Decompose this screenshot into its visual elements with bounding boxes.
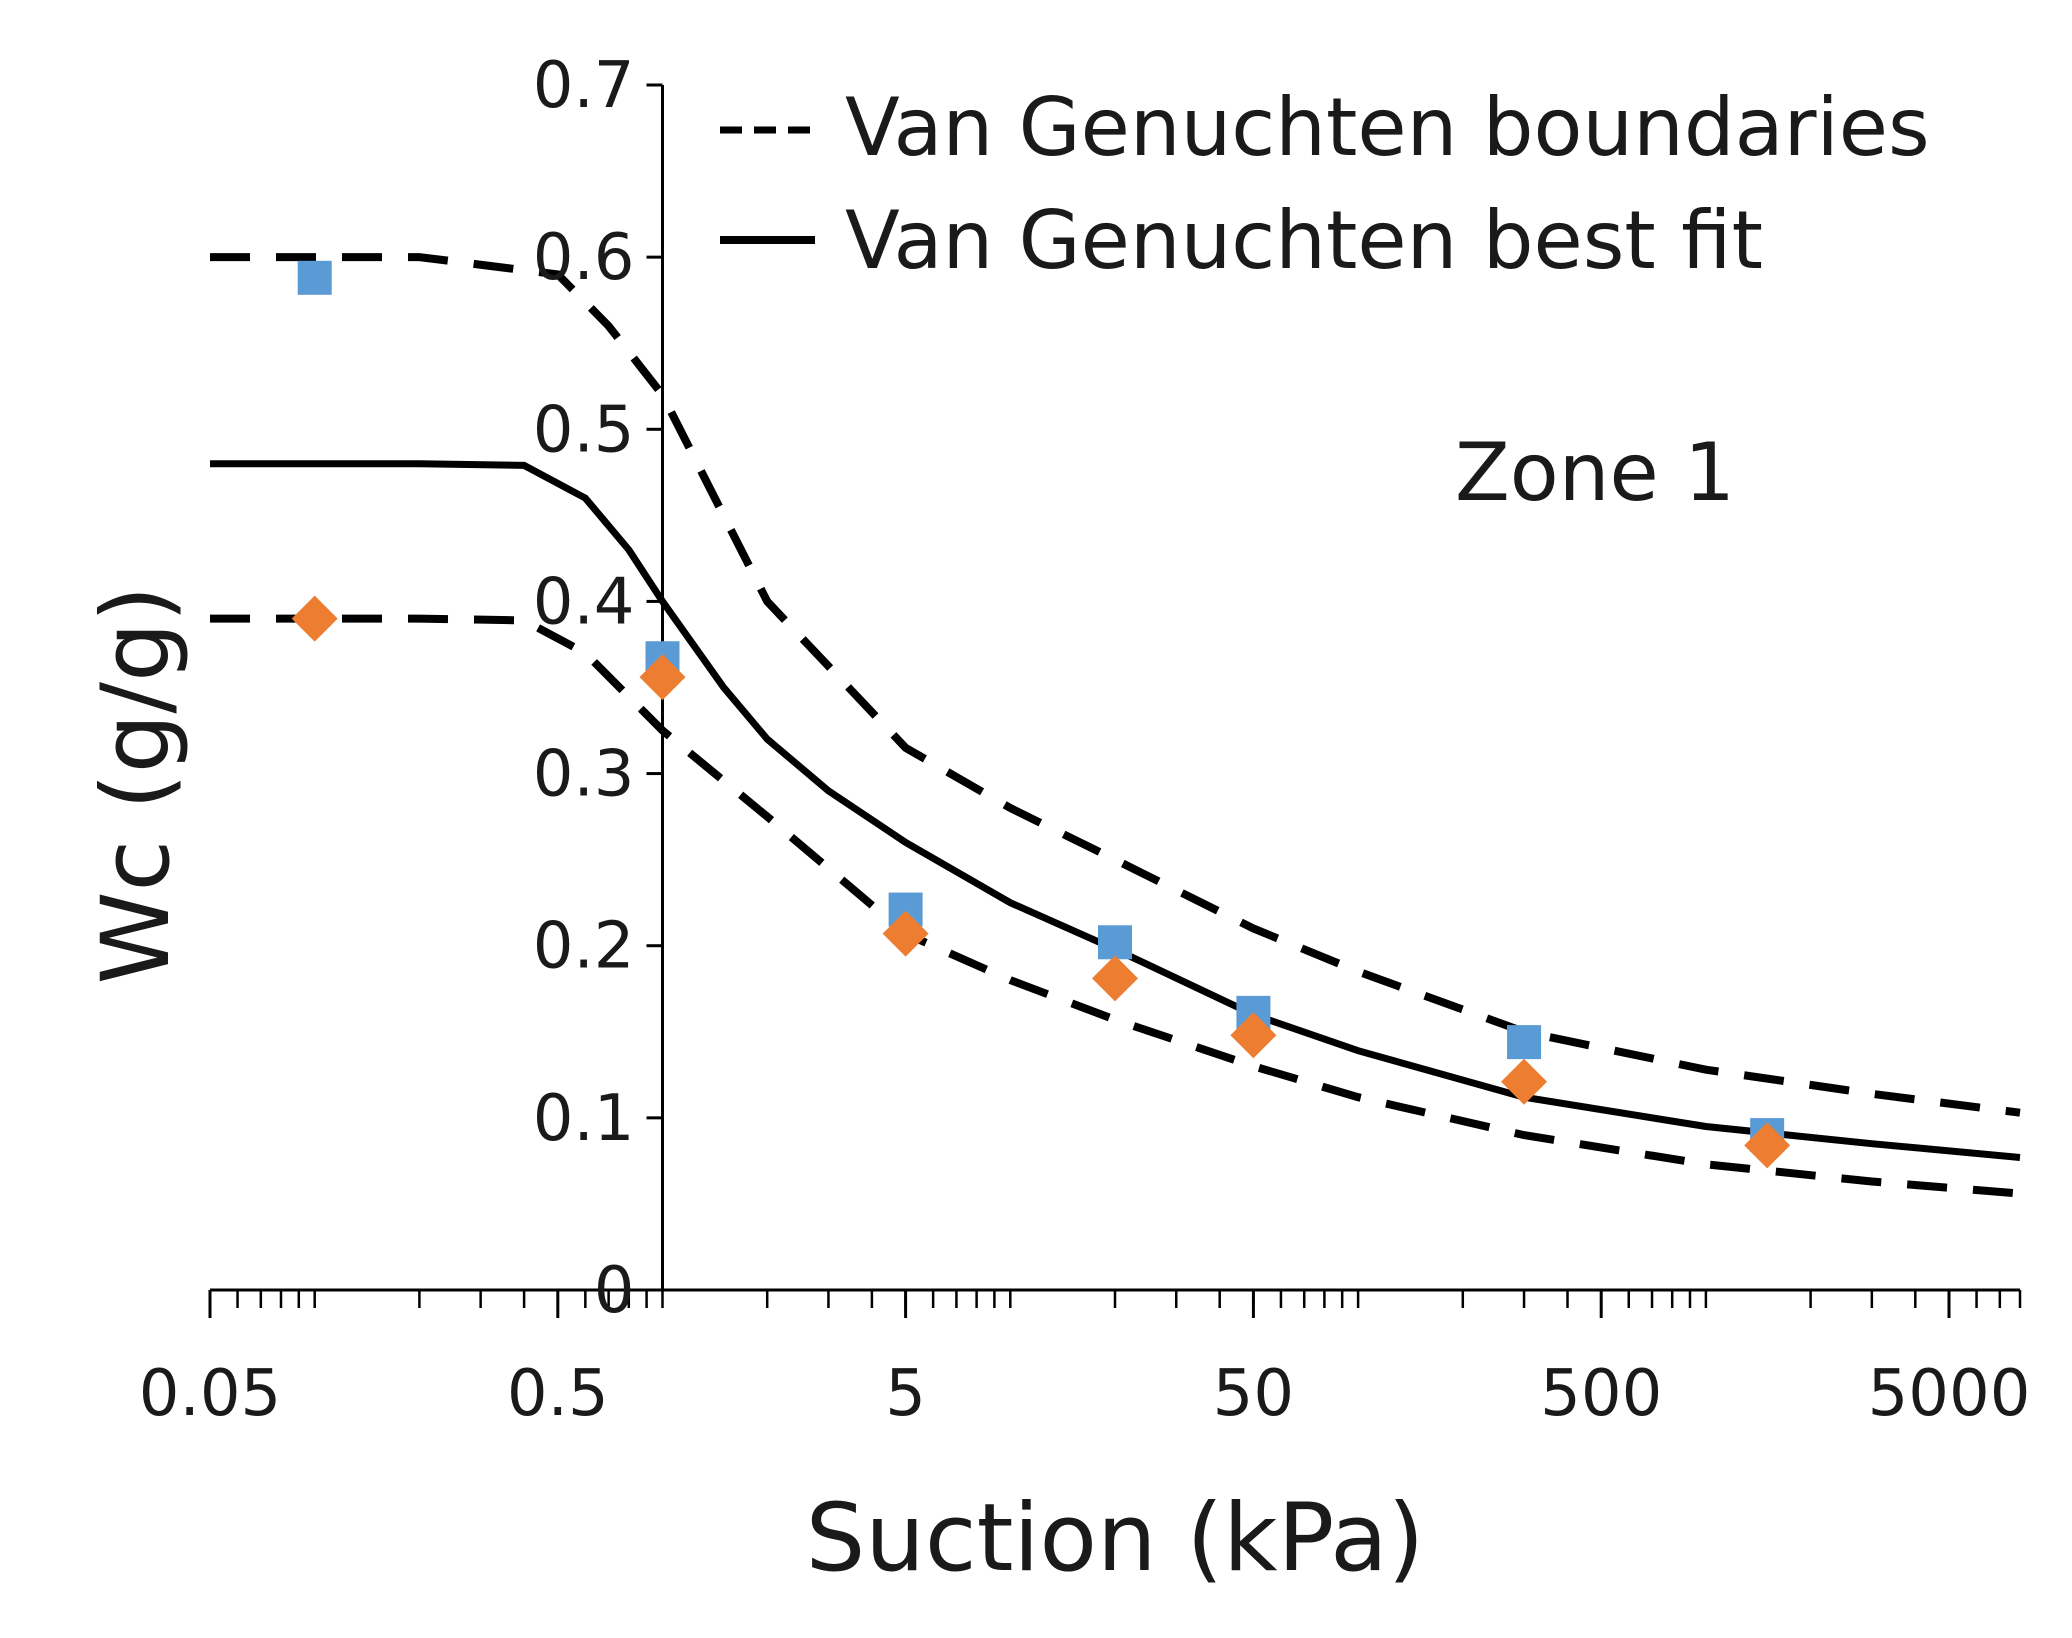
best-fit-curve	[210, 460, 2021, 1161]
x-tick-label: 5000	[1868, 1357, 2031, 1431]
x-tick-label: 0.5	[507, 1357, 609, 1431]
boundary-curve-2	[210, 614, 2021, 1198]
y-tick-label: 0.1	[533, 1082, 635, 1156]
y-axis-title: Wc (g/g)	[82, 586, 191, 985]
square-marker	[297, 260, 332, 295]
square-marker	[1507, 1025, 1542, 1060]
x-tick-label: 0.05	[139, 1357, 282, 1431]
labels-layer: 0.05 0.5 5 50 500 5000 0 0.1 0.2 0.3 0.4 0.5 0.6 0.7	[139, 49, 2031, 1431]
diamond-marker	[1092, 955, 1138, 1002]
x-tick-label: 500	[1540, 1357, 1662, 1431]
square-marker	[1098, 925, 1132, 960]
x-tick-label: 50	[1213, 1357, 1294, 1431]
y-tick-label: 0.6	[533, 221, 635, 295]
diamond-marker	[1501, 1058, 1548, 1105]
diamond-marker	[639, 654, 686, 701]
markers-layer	[291, 260, 1791, 1169]
y-tick-label: 0.2	[533, 910, 635, 984]
y-tick-label: 0	[594, 1254, 635, 1328]
y-tick-label: 0.3	[533, 738, 635, 812]
diamond-marker	[291, 595, 338, 642]
y-tick-label: 0.5	[533, 393, 635, 467]
x-tick-label: 5	[885, 1357, 926, 1431]
diamond-marker	[882, 910, 929, 957]
y-tick-label: 0.7	[533, 49, 635, 123]
y-tick-label: 0.4	[533, 565, 635, 639]
legend-label-best-fit: Van Genuchten best fit	[845, 194, 1763, 287]
boundary-curve-0	[210, 253, 2021, 1117]
x-axis-title: Suction (kPa)	[806, 1484, 1425, 1593]
legend: Van Genuchten boundaries Van Genuchten b…	[720, 81, 1930, 287]
zone-annotation: Zone 1	[1455, 426, 1735, 519]
legend-label-boundaries: Van Genuchten boundaries	[845, 81, 1930, 174]
diamond-marker	[1744, 1122, 1791, 1169]
diamond-marker	[1230, 1012, 1277, 1059]
curves-layer	[210, 253, 2021, 1198]
